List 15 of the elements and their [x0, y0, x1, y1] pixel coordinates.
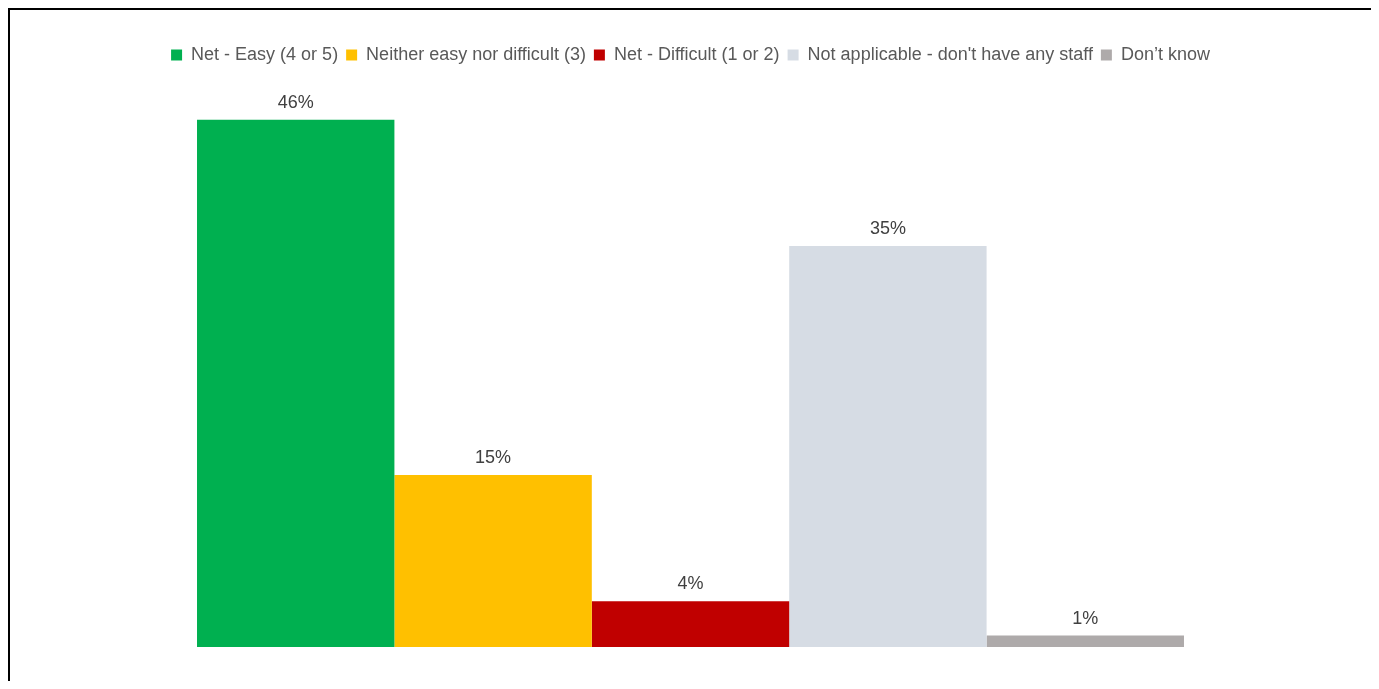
data-label: 4%: [677, 573, 704, 594]
data-label: 46%: [277, 91, 314, 112]
legend-label: Net - Difficult (1 or 2): [613, 43, 780, 64]
bar: [789, 245, 987, 647]
legend-label: Don’t know: [1120, 43, 1211, 64]
data-label: 35%: [869, 217, 906, 238]
bar: [986, 635, 1184, 647]
legend-label: Net - Easy (4 or 5): [191, 43, 339, 64]
data-label: 15%: [475, 447, 512, 468]
legend-label: Neither easy nor difficult (3): [366, 43, 586, 64]
data-label: 1%: [1072, 607, 1099, 628]
legend-label: Not applicable - don't have any staff: [807, 43, 1094, 64]
bar: [591, 601, 790, 647]
bar: [197, 119, 395, 647]
bar: [394, 475, 592, 647]
